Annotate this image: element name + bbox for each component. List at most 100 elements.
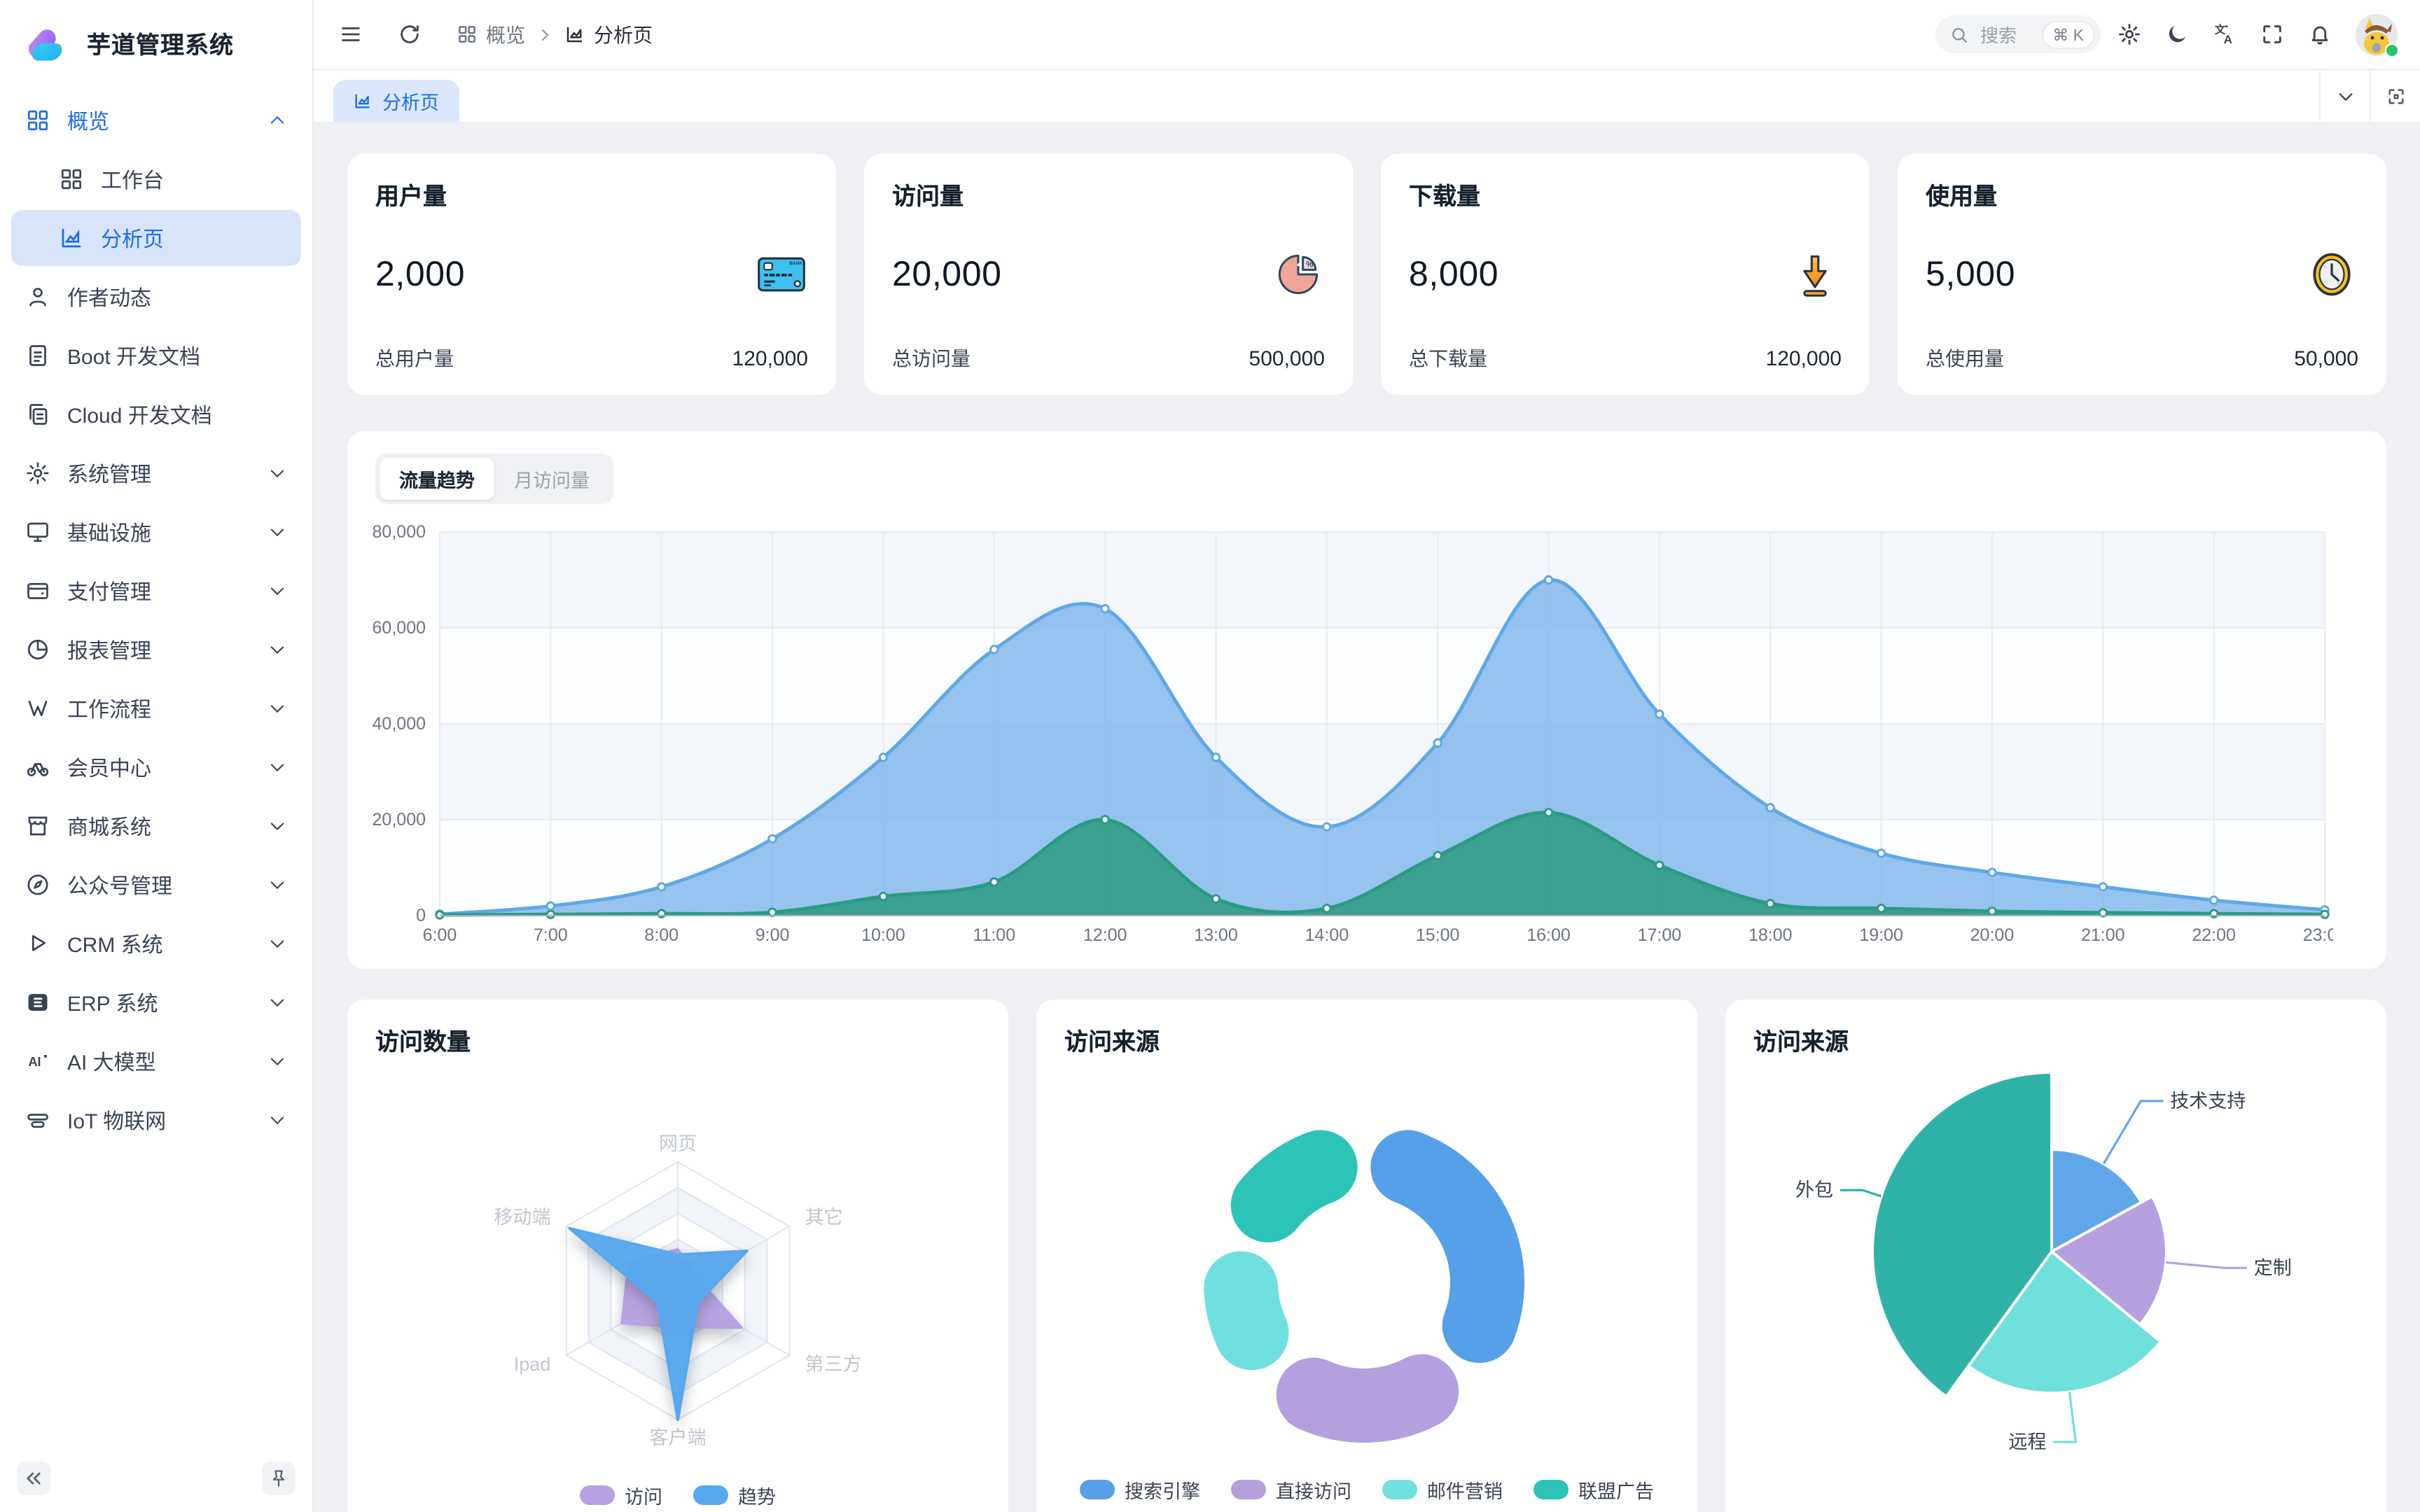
svg-text:文: 文 — [2214, 23, 2225, 36]
visit-source-donut-card: 访问来源 搜索引擎 直接访问 邮件营销 联盟广告 — [1036, 1000, 1697, 1512]
sidebar-item-label: 会员中心 — [67, 757, 152, 780]
legend-label: 联盟广告 — [1578, 1481, 1654, 1502]
breadcrumb-separator — [536, 26, 553, 43]
chevDown-icon — [270, 822, 284, 831]
sidebar-item-label: 系统管理 — [67, 463, 152, 486]
sidebar-item-ERP 系统[interactable]: ERP 系统 — [11, 974, 301, 1030]
chevDown-icon — [270, 587, 284, 596]
ai-icon: AI — [29, 1055, 47, 1069]
legend-item-邮件营销[interactable]: 邮件营销 — [1382, 1476, 1503, 1504]
card-title: 访问来源 — [1753, 1029, 1849, 1056]
fullscreen-button[interactable] — [2252, 15, 2291, 54]
menu-toggle-button[interactable] — [331, 15, 370, 54]
svg-text:20:00: 20:00 — [1970, 925, 2015, 945]
legend-swatch — [1534, 1480, 1569, 1499]
sidebar-item-公众号管理[interactable]: 公众号管理 — [11, 857, 301, 913]
sidebar-item-Boot 开发文档[interactable]: Boot 开发文档 — [11, 328, 301, 384]
svg-text:20,000: 20,000 — [373, 810, 426, 830]
content-fullscreen-button[interactable] — [2370, 70, 2420, 122]
chevDown-icon — [270, 528, 284, 537]
legend-label: 访问 — [625, 1487, 662, 1508]
svg-text:14:00: 14:00 — [1305, 925, 1349, 945]
search-input[interactable]: 搜索 ⌘ K — [1935, 15, 2101, 53]
svg-text:19:00: 19:00 — [1859, 925, 1903, 945]
svg-text:其它: 其它 — [805, 1207, 843, 1228]
sidebar-item-作者动态[interactable]: 作者动态 — [11, 269, 301, 325]
sidebar-footer — [0, 1450, 312, 1512]
app-title: 芋道管理系统 — [87, 31, 234, 58]
sidebar-item-Cloud 开发文档[interactable]: Cloud 开发文档 — [11, 386, 301, 442]
chevDown-icon — [270, 705, 284, 713]
sidebar-item-分析页[interactable]: 分析页 — [11, 210, 301, 266]
sidebar-item-报表管理[interactable]: 报表管理 — [11, 622, 301, 678]
legend-item-趋势[interactable]: 趋势 — [693, 1481, 776, 1509]
sidebar-item-CRM 系统[interactable]: CRM 系统 — [11, 916, 301, 972]
stat-value: 20,000 — [892, 254, 1002, 293]
sidebar-item-工作台[interactable]: 工作台 — [11, 151, 301, 207]
svg-text:8:00: 8:00 — [644, 925, 679, 945]
sidebar-item-系统管理[interactable]: 系统管理 — [11, 445, 301, 501]
tabbar-tools — [2319, 70, 2420, 122]
donut-legend: 搜索引擎 直接访问 邮件营销 联盟广告 — [1036, 1476, 1697, 1504]
legend-label: 邮件营销 — [1427, 1481, 1503, 1502]
sidebar-item-工作流程[interactable]: 工作流程 — [11, 680, 301, 736]
user-icon — [29, 288, 46, 307]
stat-title: 下载量 — [1409, 183, 1480, 210]
compass-icon — [27, 874, 48, 895]
sidebar-item-AI 大模型[interactable]: AI AI 大模型 — [11, 1033, 301, 1089]
trend-tab-流量趋势[interactable]: 流量趋势 — [380, 458, 494, 500]
refresh-button[interactable] — [389, 15, 429, 54]
svg-text:16:00: 16:00 — [1527, 925, 1571, 945]
pie-icon — [27, 639, 48, 660]
dark-mode-button[interactable] — [2157, 15, 2196, 54]
card-title: 访问来源 — [1064, 1029, 1160, 1056]
sidebar-item-商城系统[interactable]: 商城系统 — [11, 798, 301, 854]
chevDown-icon — [270, 1116, 284, 1125]
legend-item-联盟广告[interactable]: 联盟广告 — [1534, 1476, 1654, 1504]
sidebar-item-概览[interactable]: 概览 — [11, 92, 301, 148]
sidebar-item-基础设施[interactable]: 基础设施 — [11, 504, 301, 560]
tab-menu-button[interactable] — [2319, 70, 2370, 122]
donut-chart[interactable] — [1064, 1070, 1669, 1473]
sidebar-item-label: Boot 开发文档 — [67, 345, 201, 369]
chevDown-icon — [270, 764, 284, 772]
user-avatar[interactable] — [2356, 13, 2399, 57]
settings-button[interactable] — [2109, 15, 2148, 54]
sidebar-item-IoT 物联网[interactable]: IoT 物联网 — [11, 1092, 301, 1148]
legend-item-访问[interactable]: 访问 — [580, 1481, 662, 1509]
legend-item-直接访问[interactable]: 直接访问 — [1231, 1476, 1351, 1504]
sidebar-item-支付管理[interactable]: 支付管理 — [11, 563, 301, 619]
sidebar-menu: 概览工作台分析页 作者动态 Boot 开发文档 Cloud 开发文档系统管理基础设施支… — [0, 84, 312, 1450]
credit-card-icon: BANK — [755, 248, 808, 301]
app-logo[interactable]: 芋道管理系统 — [0, 0, 312, 84]
stat-total-label: 总用户量 — [375, 347, 454, 370]
breadcrumb-section[interactable]: 概览 — [457, 20, 525, 48]
traffic-area-chart[interactable]: 6:00 7:00 8:00 9:00 10:00 11:00 12:00 13:00 14:0… — [367, 512, 2333, 958]
svg-text:18:00: 18:00 — [1748, 925, 1793, 945]
breadcrumb-page[interactable]: 分析页 — [564, 20, 653, 48]
legend-item-搜索引擎[interactable]: 搜索引擎 — [1080, 1476, 1200, 1504]
iot-icon — [27, 1114, 48, 1128]
traffic-trend-card: 流量趋势 月访问量 6:00 7:00 8:00 9:00 10:00 11:00 12:00… — [347, 431, 2386, 969]
svg-text:A: A — [2223, 33, 2232, 46]
stat-value: 5,000 — [1926, 254, 2016, 293]
sidebar-collapse-button[interactable] — [17, 1462, 50, 1495]
tab-analysis[interactable]: 分析页 — [333, 80, 459, 122]
sidebar-item-label: ERP 系统 — [67, 992, 158, 1016]
svg-text:第三方: 第三方 — [805, 1354, 862, 1375]
svg-text:21:00: 21:00 — [2081, 925, 2125, 945]
trend-tab-月访问量[interactable]: 月访问量 — [514, 470, 590, 491]
sidebar-pin-button[interactable] — [262, 1462, 295, 1495]
notifications-button[interactable] — [2300, 15, 2339, 54]
monitor-icon — [27, 522, 48, 542]
sidebar-item-会员中心[interactable]: 会员中心 — [11, 739, 301, 795]
svg-text:网页: 网页 — [659, 1133, 697, 1154]
legend-swatch — [1231, 1480, 1266, 1499]
stat-value: 8,000 — [1409, 254, 1499, 293]
sidebar-item-label: 工作台 — [101, 169, 165, 192]
chevUp-icon — [270, 115, 284, 124]
stat-total-value: 50,000 — [2294, 346, 2358, 370]
